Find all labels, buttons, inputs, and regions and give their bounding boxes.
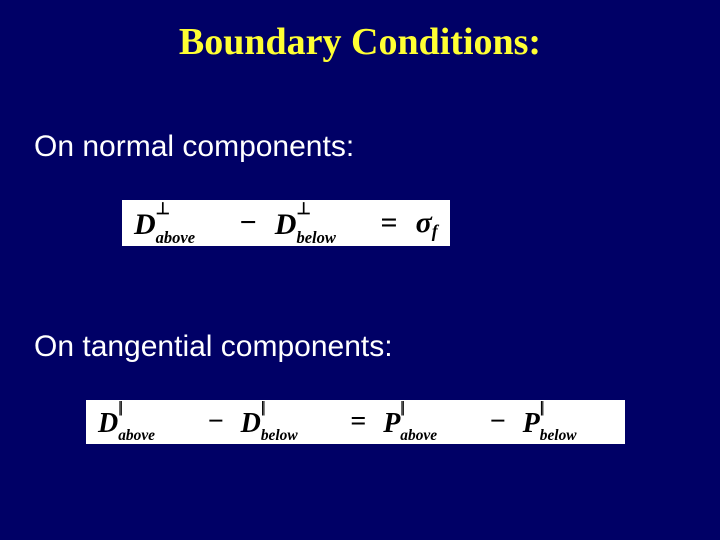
eq1-op1: − [240, 206, 257, 239]
section-label-normal: On normal components: [34, 130, 354, 164]
slide-title: Boundary Conditions: [0, 20, 720, 64]
eq2-t1-sub: above [118, 427, 155, 445]
eq1-t2-base: D [275, 208, 297, 241]
eq2-t4-base: P [523, 408, 540, 439]
eq2-t2-base: D [241, 408, 261, 439]
eq1-t1-sup: ⊥ [156, 199, 170, 219]
eq2-op1: − [208, 406, 224, 437]
equation-tangential: D || above − D || below = P || above − P… [86, 400, 625, 444]
section-label-tangential: On tangential components: [34, 330, 393, 364]
eq2-t4-sub: below [540, 427, 577, 445]
eq2-t3-sub: above [400, 427, 437, 445]
eq1-t2-sup: ⊥ [296, 199, 310, 219]
eq2-t1-sup: || [118, 399, 121, 417]
equation-normal: D ⊥ above − D ⊥ below = σf [122, 200, 450, 246]
eq2-t3-base: P [383, 408, 400, 439]
eq2-op2: = [350, 406, 366, 437]
eq1-t1-base: D [134, 208, 156, 241]
eq2-t2-sup: || [261, 399, 264, 417]
eq1-op2: = [380, 206, 397, 239]
eq1-t1-sub: above [156, 228, 195, 248]
eq1-t2-sub: below [296, 228, 335, 248]
eq1-t3-base: σ [416, 206, 432, 239]
eq1-t3-sub: f [432, 221, 438, 241]
eq2-t4-sup: || [540, 399, 543, 417]
eq2-t1-base: D [98, 408, 118, 439]
eq2-t3-sup: || [400, 399, 403, 417]
eq2-t2-sub: below [261, 427, 298, 445]
eq2-op3: − [490, 406, 506, 437]
